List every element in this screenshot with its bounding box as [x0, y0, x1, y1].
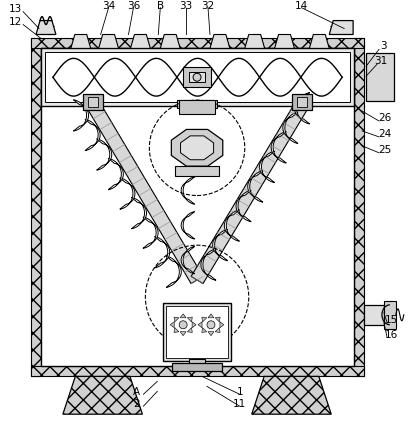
Text: 34: 34 — [102, 1, 115, 11]
Bar — [298, 97, 308, 107]
Polygon shape — [181, 212, 195, 239]
Text: 14: 14 — [295, 1, 308, 11]
Bar — [41, 48, 354, 106]
Polygon shape — [192, 322, 196, 328]
Polygon shape — [160, 35, 180, 48]
Text: 31: 31 — [374, 56, 388, 66]
Polygon shape — [215, 328, 220, 333]
Text: 11: 11 — [233, 399, 247, 409]
Polygon shape — [283, 112, 298, 143]
Polygon shape — [187, 317, 192, 322]
Polygon shape — [108, 159, 123, 190]
Text: 26: 26 — [378, 113, 391, 123]
Polygon shape — [181, 136, 214, 160]
Polygon shape — [208, 332, 214, 336]
Text: 25: 25 — [378, 145, 391, 155]
Bar — [88, 97, 98, 107]
Polygon shape — [275, 35, 295, 48]
Bar — [179, 100, 215, 114]
Bar — [177, 100, 217, 108]
Polygon shape — [63, 377, 142, 414]
Bar — [354, 39, 364, 377]
Circle shape — [207, 321, 215, 329]
Polygon shape — [187, 328, 192, 333]
Text: A: A — [133, 387, 140, 397]
Polygon shape — [130, 35, 150, 48]
Polygon shape — [170, 322, 174, 328]
Text: 1: 1 — [237, 387, 243, 397]
Bar — [293, 94, 312, 110]
Circle shape — [179, 321, 187, 329]
Bar — [31, 39, 41, 377]
Polygon shape — [212, 230, 228, 261]
Polygon shape — [99, 35, 119, 48]
Polygon shape — [71, 35, 91, 48]
Polygon shape — [85, 119, 100, 151]
Bar — [364, 305, 384, 325]
Text: 13: 13 — [9, 4, 22, 14]
Polygon shape — [225, 210, 239, 241]
Polygon shape — [329, 20, 353, 35]
Text: 33: 33 — [180, 1, 193, 11]
Bar — [166, 306, 228, 357]
Polygon shape — [201, 249, 216, 280]
Bar — [366, 53, 394, 101]
Bar — [384, 301, 396, 329]
Polygon shape — [202, 328, 207, 333]
Bar — [189, 72, 205, 82]
Bar — [163, 303, 231, 361]
Polygon shape — [181, 142, 195, 170]
Bar — [189, 358, 205, 366]
Polygon shape — [309, 35, 329, 48]
Bar — [183, 67, 211, 87]
Polygon shape — [208, 314, 214, 318]
Polygon shape — [220, 322, 224, 328]
Circle shape — [193, 73, 201, 81]
Polygon shape — [181, 246, 195, 274]
Bar — [31, 39, 364, 48]
Text: 32: 32 — [201, 1, 215, 11]
Polygon shape — [210, 35, 230, 48]
Polygon shape — [171, 130, 223, 166]
Polygon shape — [166, 256, 181, 287]
Text: 16: 16 — [385, 329, 398, 340]
Bar — [172, 364, 222, 372]
Polygon shape — [215, 317, 220, 322]
Polygon shape — [202, 317, 207, 322]
Polygon shape — [180, 332, 186, 336]
Polygon shape — [154, 237, 170, 268]
Polygon shape — [132, 198, 146, 229]
Bar — [45, 52, 350, 102]
Polygon shape — [252, 377, 331, 414]
Text: 24: 24 — [378, 129, 391, 139]
Polygon shape — [180, 314, 186, 318]
Text: B: B — [157, 1, 164, 11]
Text: 12: 12 — [9, 16, 22, 27]
Polygon shape — [198, 322, 202, 328]
Polygon shape — [36, 20, 56, 35]
Polygon shape — [191, 100, 308, 284]
Text: 15: 15 — [385, 315, 398, 325]
Text: 3: 3 — [381, 41, 387, 52]
Bar — [41, 48, 354, 366]
Polygon shape — [236, 190, 251, 222]
Bar — [31, 366, 364, 377]
Polygon shape — [271, 132, 286, 163]
Text: 2: 2 — [133, 399, 140, 409]
Polygon shape — [295, 93, 310, 124]
Polygon shape — [181, 177, 195, 204]
Polygon shape — [174, 317, 179, 322]
Polygon shape — [248, 171, 263, 202]
Text: 36: 36 — [127, 1, 140, 11]
Polygon shape — [97, 139, 112, 170]
Polygon shape — [259, 151, 275, 182]
Polygon shape — [143, 217, 158, 248]
Bar — [175, 166, 219, 176]
Polygon shape — [73, 100, 88, 131]
Polygon shape — [245, 35, 265, 48]
Polygon shape — [87, 100, 203, 284]
Polygon shape — [120, 178, 135, 209]
Bar — [83, 94, 103, 110]
Polygon shape — [174, 328, 179, 333]
